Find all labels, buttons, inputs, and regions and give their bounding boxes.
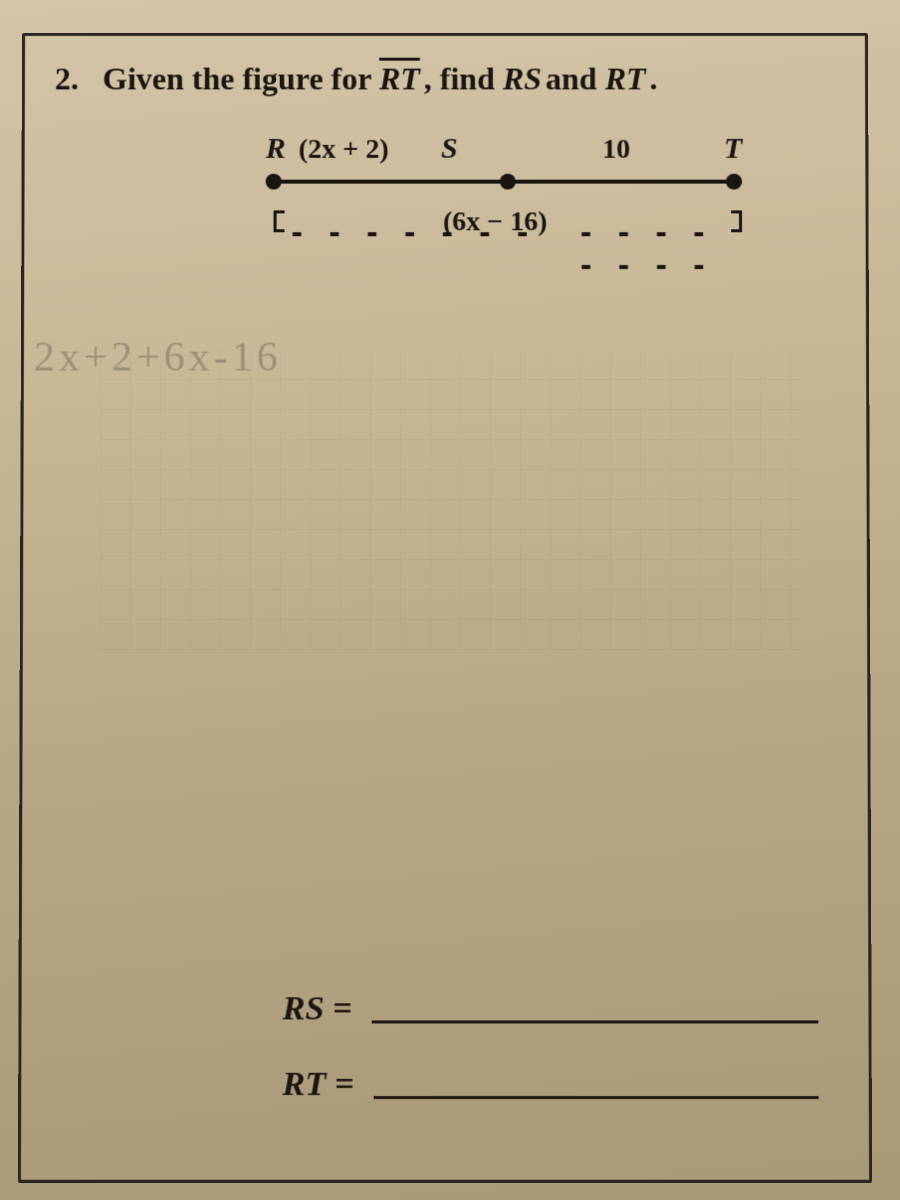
point-t-label: T [724,132,742,166]
rt-answer-label: RT = [282,1066,354,1104]
find-rt: RT [605,61,646,97]
find-rs: RS [503,61,542,97]
rs-answer-blank [372,1020,818,1023]
point-s-label: S [441,132,458,166]
answer-row-rs: RS = [282,978,818,1028]
answer-row-rt: RT = [282,1054,818,1104]
segment-rt-overline: RT [379,61,420,97]
problem-text-period: . [650,61,658,97]
problem-text-and: and [546,61,605,97]
label-row: R (2x + 2) S 10 T [274,132,742,172]
segment-rs-label: (2x + 2) [299,134,389,166]
student-handwriting: 2x+2+6x-16 [34,334,282,382]
rs-answer-label: RS = [282,990,352,1028]
dimension-row: - - - - - - - (6x − 16) - - - - - - - - [274,206,743,246]
problem-container: 2. Given the figure for RT , find RS and… [24,36,866,296]
dimension-end-right [739,210,742,232]
point-r-label: R [266,132,286,166]
point-s-dot [500,174,516,190]
total-dimension-label: (6x − 16) [443,206,547,238]
rt-answer-blank [374,1096,819,1099]
segment-st-label: 10 [602,134,630,166]
point-r-dot [266,174,282,190]
answer-section: RS = RT = [282,978,818,1129]
problem-text-given: Given the figure for [103,61,380,97]
problem-number: 2. [55,61,79,97]
dimension-end-left [274,210,277,232]
problem-text-find: , find [424,61,503,97]
dash-right: - - - - - - - - [578,216,743,282]
problem-statement: 2. Given the figure for RT , find RS and… [55,61,836,98]
problem-border: 2. Given the figure for RT , find RS and… [18,33,872,1183]
number-line [274,172,742,192]
point-t-dot [726,174,742,190]
problem-text-1 [83,61,99,97]
figure-container: R (2x + 2) S 10 T - - - - - - - (6x − 16… [54,132,836,271]
